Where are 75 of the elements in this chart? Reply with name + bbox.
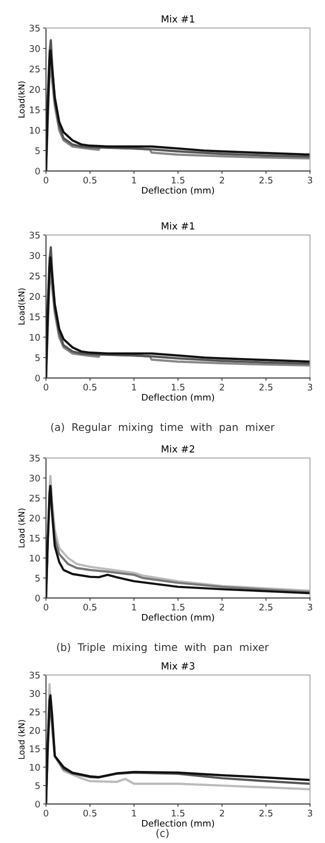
y-tick-label: 0 xyxy=(35,800,40,808)
y-tick-label: 5 xyxy=(35,574,40,582)
x-tick-label: 1 xyxy=(132,176,136,184)
y-axis-title: Load (kN) xyxy=(18,720,26,759)
chart-title: Mix #2 xyxy=(162,445,194,452)
y-tick-label: 30 xyxy=(30,474,40,482)
x-tick-label: 3 xyxy=(308,176,312,184)
x-tick-label: 2 xyxy=(220,810,224,816)
x-tick-label: 0 xyxy=(44,176,48,184)
y-tick-label: 10 xyxy=(30,334,40,341)
x-tick-label: 2.5 xyxy=(259,810,272,817)
x-tick-label: 1.5 xyxy=(172,176,184,184)
y-tick-label: 5 xyxy=(35,147,40,154)
y-tick-label: 35 xyxy=(30,24,40,32)
text: (b) Triple mixing time with pan mixer xyxy=(57,642,269,654)
x-tick-label: 1 xyxy=(132,384,136,390)
y-tick-label: 10 xyxy=(30,764,40,771)
y-tick-label: 15 xyxy=(30,534,40,542)
y-tick-label: 15 xyxy=(30,314,40,320)
x-tick-label: 2 xyxy=(220,176,224,184)
y-tick-label: 20 xyxy=(30,293,40,300)
y-axis-title: Load(kN) xyxy=(18,81,26,118)
text: (a) Regular mixing time with pan mixer xyxy=(51,422,275,434)
x-tick-label: 1.5 xyxy=(172,384,184,391)
y-tick-label: 20 xyxy=(30,727,40,734)
x-axis-title: Deflection (mm) xyxy=(142,394,214,402)
x-tick-label: 2.5 xyxy=(259,176,272,184)
y-tick-label: 5 xyxy=(35,782,40,790)
x-tick-label: 3 xyxy=(308,384,312,391)
y-tick-label: 25 xyxy=(30,272,40,280)
y-tick-label: 35 xyxy=(30,454,40,462)
x-tick-label: 0 xyxy=(44,810,48,817)
y-tick-label: 35 xyxy=(30,672,40,679)
x-tick-label: 0.5 xyxy=(83,810,96,817)
x-tick-label: 1.5 xyxy=(172,604,184,611)
chart-title: Mix #1 xyxy=(162,15,194,22)
x-tick-label: 0.5 xyxy=(83,384,96,391)
x-tick-label: 2.5 xyxy=(259,604,272,611)
y-tick-label: 0 xyxy=(35,594,40,602)
y-axis-title: Load(kN) xyxy=(18,288,26,324)
x-tick-label: 0 xyxy=(44,384,48,391)
chart-title: Mix #3 xyxy=(162,662,194,670)
x-tick-label: 0.5 xyxy=(83,604,96,611)
x-tick-label: 3 xyxy=(308,810,312,817)
y-tick-label: 30 xyxy=(30,252,40,259)
x-tick-label: 1.5 xyxy=(172,810,184,817)
y-tick-label: 30 xyxy=(30,690,40,697)
y-tick-label: 0 xyxy=(35,374,40,382)
y-tick-label: 25 xyxy=(30,708,40,716)
y-tick-label: 35 xyxy=(30,232,40,239)
x-axis-title: Deflection (mm) xyxy=(142,820,214,828)
y-tick-label: 15 xyxy=(30,106,40,114)
x-tick-label: 0.5 xyxy=(83,176,96,184)
y-tick-label: 20 xyxy=(30,86,40,93)
x-axis-title: Deflection (mm) xyxy=(142,186,214,195)
x-tick-label: 1 xyxy=(132,810,136,816)
y-tick-label: 20 xyxy=(30,514,40,522)
y-tick-label: 10 xyxy=(30,126,40,134)
y-tick-label: 5 xyxy=(35,354,40,362)
y-tick-label: 10 xyxy=(30,554,40,562)
x-tick-label: 0 xyxy=(44,604,48,611)
y-tick-label: 30 xyxy=(30,45,40,52)
y-tick-label: 25 xyxy=(30,494,40,502)
x-tick-label: 3 xyxy=(308,604,312,611)
chart-title: Mix #1 xyxy=(162,222,194,230)
y-tick-label: 0 xyxy=(35,168,40,175)
text: (c) xyxy=(156,828,169,838)
x-tick-label: 2 xyxy=(220,384,224,390)
y-tick-label: 25 xyxy=(30,66,40,72)
x-tick-label: 2.5 xyxy=(259,384,272,391)
x-tick-label: 1 xyxy=(132,604,136,610)
x-axis-title: Deflection (mm) xyxy=(142,614,214,622)
y-axis-title: Load (kN) xyxy=(18,508,26,548)
y-tick-label: 15 xyxy=(30,746,40,752)
x-tick-label: 2 xyxy=(220,604,224,610)
